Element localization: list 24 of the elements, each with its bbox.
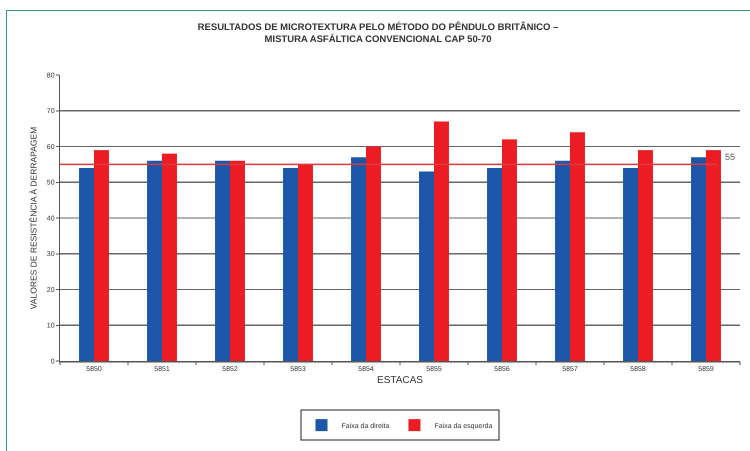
bar — [570, 132, 585, 361]
bar — [419, 172, 434, 361]
x-axis-title: ESTACAS — [377, 375, 424, 386]
bar — [555, 160, 570, 361]
bar — [298, 164, 313, 361]
bar — [351, 157, 366, 361]
bar — [623, 168, 638, 361]
bar — [706, 150, 721, 361]
bar — [283, 168, 298, 361]
bar — [502, 139, 517, 361]
bar — [638, 150, 653, 361]
bar — [79, 168, 94, 361]
ref-line-label: 55 — [725, 152, 736, 162]
bar — [691, 157, 706, 361]
bar — [147, 160, 162, 361]
bar — [366, 146, 381, 361]
y-axis-title: VALORES DE RESISTÊNCIA À DERRAPAGEM — [28, 126, 38, 310]
bar — [94, 150, 109, 361]
chart-title: RESULTADOS DE MICROTEXTURA PELO MÉTODO DO PÊNDULO BRITÂNICO – MISTURA ASFÁLTICA CONVENCIONAL CAP 50-70 — [198, 20, 558, 46]
bar — [230, 160, 245, 361]
bar — [162, 154, 177, 361]
bar — [487, 168, 502, 361]
bar — [215, 160, 230, 361]
bar — [434, 121, 449, 361]
